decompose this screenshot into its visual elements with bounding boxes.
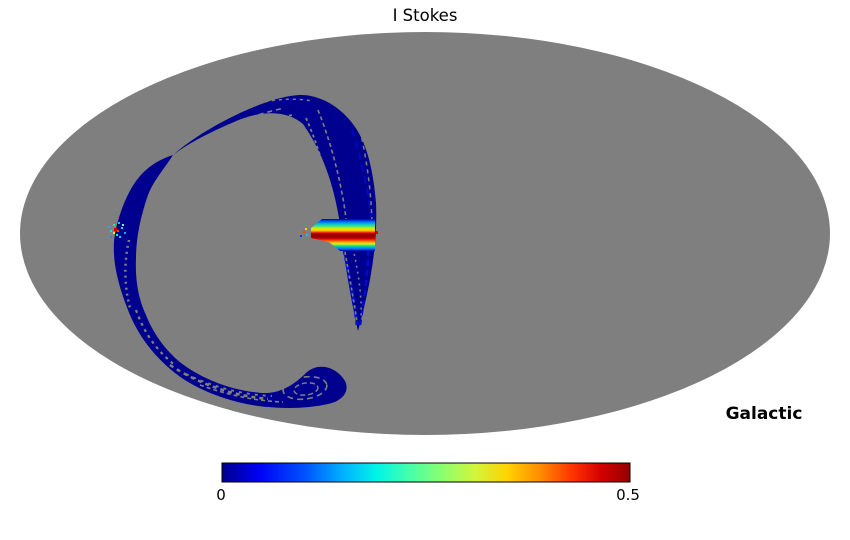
colorbar-max-label: 0.5 — [616, 486, 640, 504]
coordinate-label: Galactic — [726, 404, 803, 424]
left-bright-spot — [107, 222, 126, 238]
sky-map-ellipse — [20, 32, 830, 435]
scan-band-left-bottom-tail — [113, 155, 347, 408]
colorbar-gradient — [221, 462, 631, 483]
scan-band-top-arc-wedge — [173, 94, 377, 331]
colorbar-min-label: 0 — [216, 486, 226, 504]
colorbar: 0 0.5 — [216, 462, 640, 504]
scan-bright-blue-accents — [342, 129, 372, 326]
plot-title: I Stokes — [393, 6, 458, 25]
